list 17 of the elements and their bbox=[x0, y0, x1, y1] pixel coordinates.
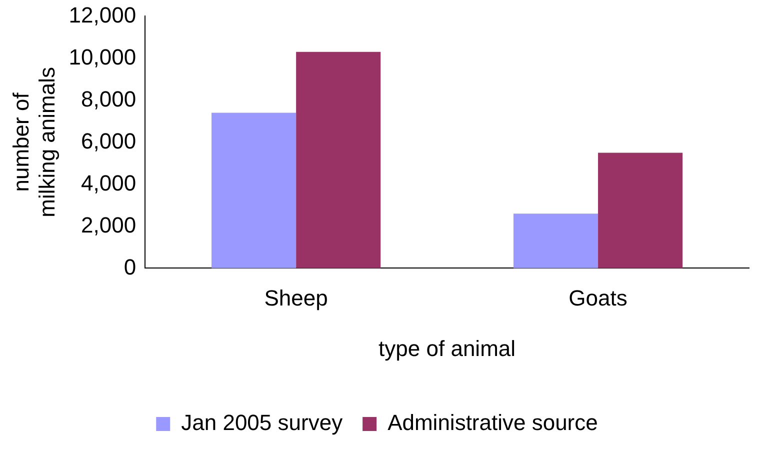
bar bbox=[296, 52, 381, 268]
y-tick-label: 12,000 bbox=[68, 2, 136, 28]
y-axis-title: number of milking animals bbox=[8, 67, 60, 218]
bar bbox=[598, 152, 683, 268]
x-tick-label: Goats bbox=[568, 285, 628, 310]
x-tick-label: Sheep bbox=[264, 285, 328, 310]
legend-label: Jan 2005 survey bbox=[181, 410, 343, 436]
y-tick-label: 10,000 bbox=[68, 44, 136, 70]
bar bbox=[513, 214, 598, 268]
y-tick-label: 0 bbox=[124, 254, 136, 280]
legend-label: Administrative source bbox=[388, 410, 598, 436]
y-tick-label: 4,000 bbox=[81, 170, 136, 196]
x-axis-title: type of animal bbox=[378, 336, 516, 361]
y-tick-label: 8,000 bbox=[81, 86, 136, 112]
y-tick-label: 6,000 bbox=[81, 128, 136, 154]
y-tick-label: 2,000 bbox=[81, 212, 136, 238]
bar bbox=[212, 112, 296, 268]
